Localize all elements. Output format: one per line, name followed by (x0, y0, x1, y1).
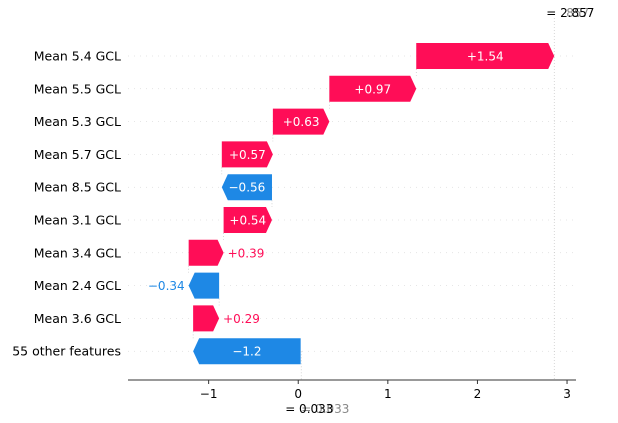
bar-value-label: +0.57 (229, 148, 266, 162)
feature-name-label: Mean 5.4 GCL (34, 49, 121, 64)
feature-name-label: Mean 5.3 GCL (34, 114, 121, 129)
bar-value-label: +1.54 (467, 50, 504, 64)
feature-name-label: 55 other features (12, 344, 121, 359)
bar-mean-2-4-gcl (188, 272, 220, 299)
bar-value-label: +0.29 (223, 312, 260, 326)
bar-mean-5-5-gcl (329, 75, 417, 102)
feature-name-label: Mean 3.6 GCL (34, 311, 121, 326)
bar-mean-3-1-gcl (223, 207, 272, 233)
final-value-label: = 2.857 (546, 6, 594, 20)
bar-value-label: −0.34 (148, 279, 185, 293)
bar-55-other-features (193, 338, 301, 365)
bar-mean-5-7-gcl (221, 141, 273, 168)
base-value-label: = 0.033 (285, 402, 333, 416)
feature-name-label: Mean 2.4 GCL (34, 278, 121, 293)
x-tick-label: 3 (563, 387, 571, 401)
bar-mean-3-6-gcl (193, 305, 220, 332)
x-tick-label: 2 (474, 387, 482, 401)
feature-name-label: Mean 5.5 GCL (34, 81, 121, 96)
base-value-ghost-label: = 0.033 (301, 402, 349, 416)
x-tick-label: 0 (294, 387, 302, 401)
contribution-bars: +1.54 +0.97 +0.63 +0.57 −0.56 +0.54 +0.39 −0.34… (148, 43, 555, 365)
x-tick-label: 1 (384, 387, 392, 401)
bar-value-label: −0.56 (229, 181, 266, 195)
value-annotations: 857= 2.857 = 0.033= 0.033 (285, 6, 594, 416)
bar-value-label: −1.2 (232, 345, 261, 359)
feature-name-label: Mean 3.1 GCL (34, 213, 121, 228)
feature-name-label: Mean 5.7 GCL (34, 147, 121, 162)
x-tick-label: −1 (200, 387, 218, 401)
x-axis: −1 0 1 2 3 (128, 379, 576, 401)
bar-value-label: +0.39 (228, 246, 265, 260)
feature-name-label: Mean 3.4 GCL (34, 245, 121, 260)
bar-mean-8-5-gcl (221, 174, 272, 201)
bar-value-label: +0.97 (354, 82, 391, 96)
bar-mean-3-4-gcl (188, 239, 224, 266)
final-value-ghost-label: 857 (566, 6, 589, 20)
bar-value-label: +0.54 (229, 214, 266, 228)
bar-mean-5-3-gcl (272, 108, 330, 135)
feature-labels: Mean 5.4 GCL Mean 5.5 GCL Mean 5.3 GCL Mean… (12, 49, 121, 359)
feature-name-label: Mean 8.5 GCL (34, 180, 121, 195)
bar-mean-5-4-gcl (416, 43, 555, 69)
guide-lines (188, 18, 555, 380)
bar-value-label: +0.63 (283, 115, 320, 129)
